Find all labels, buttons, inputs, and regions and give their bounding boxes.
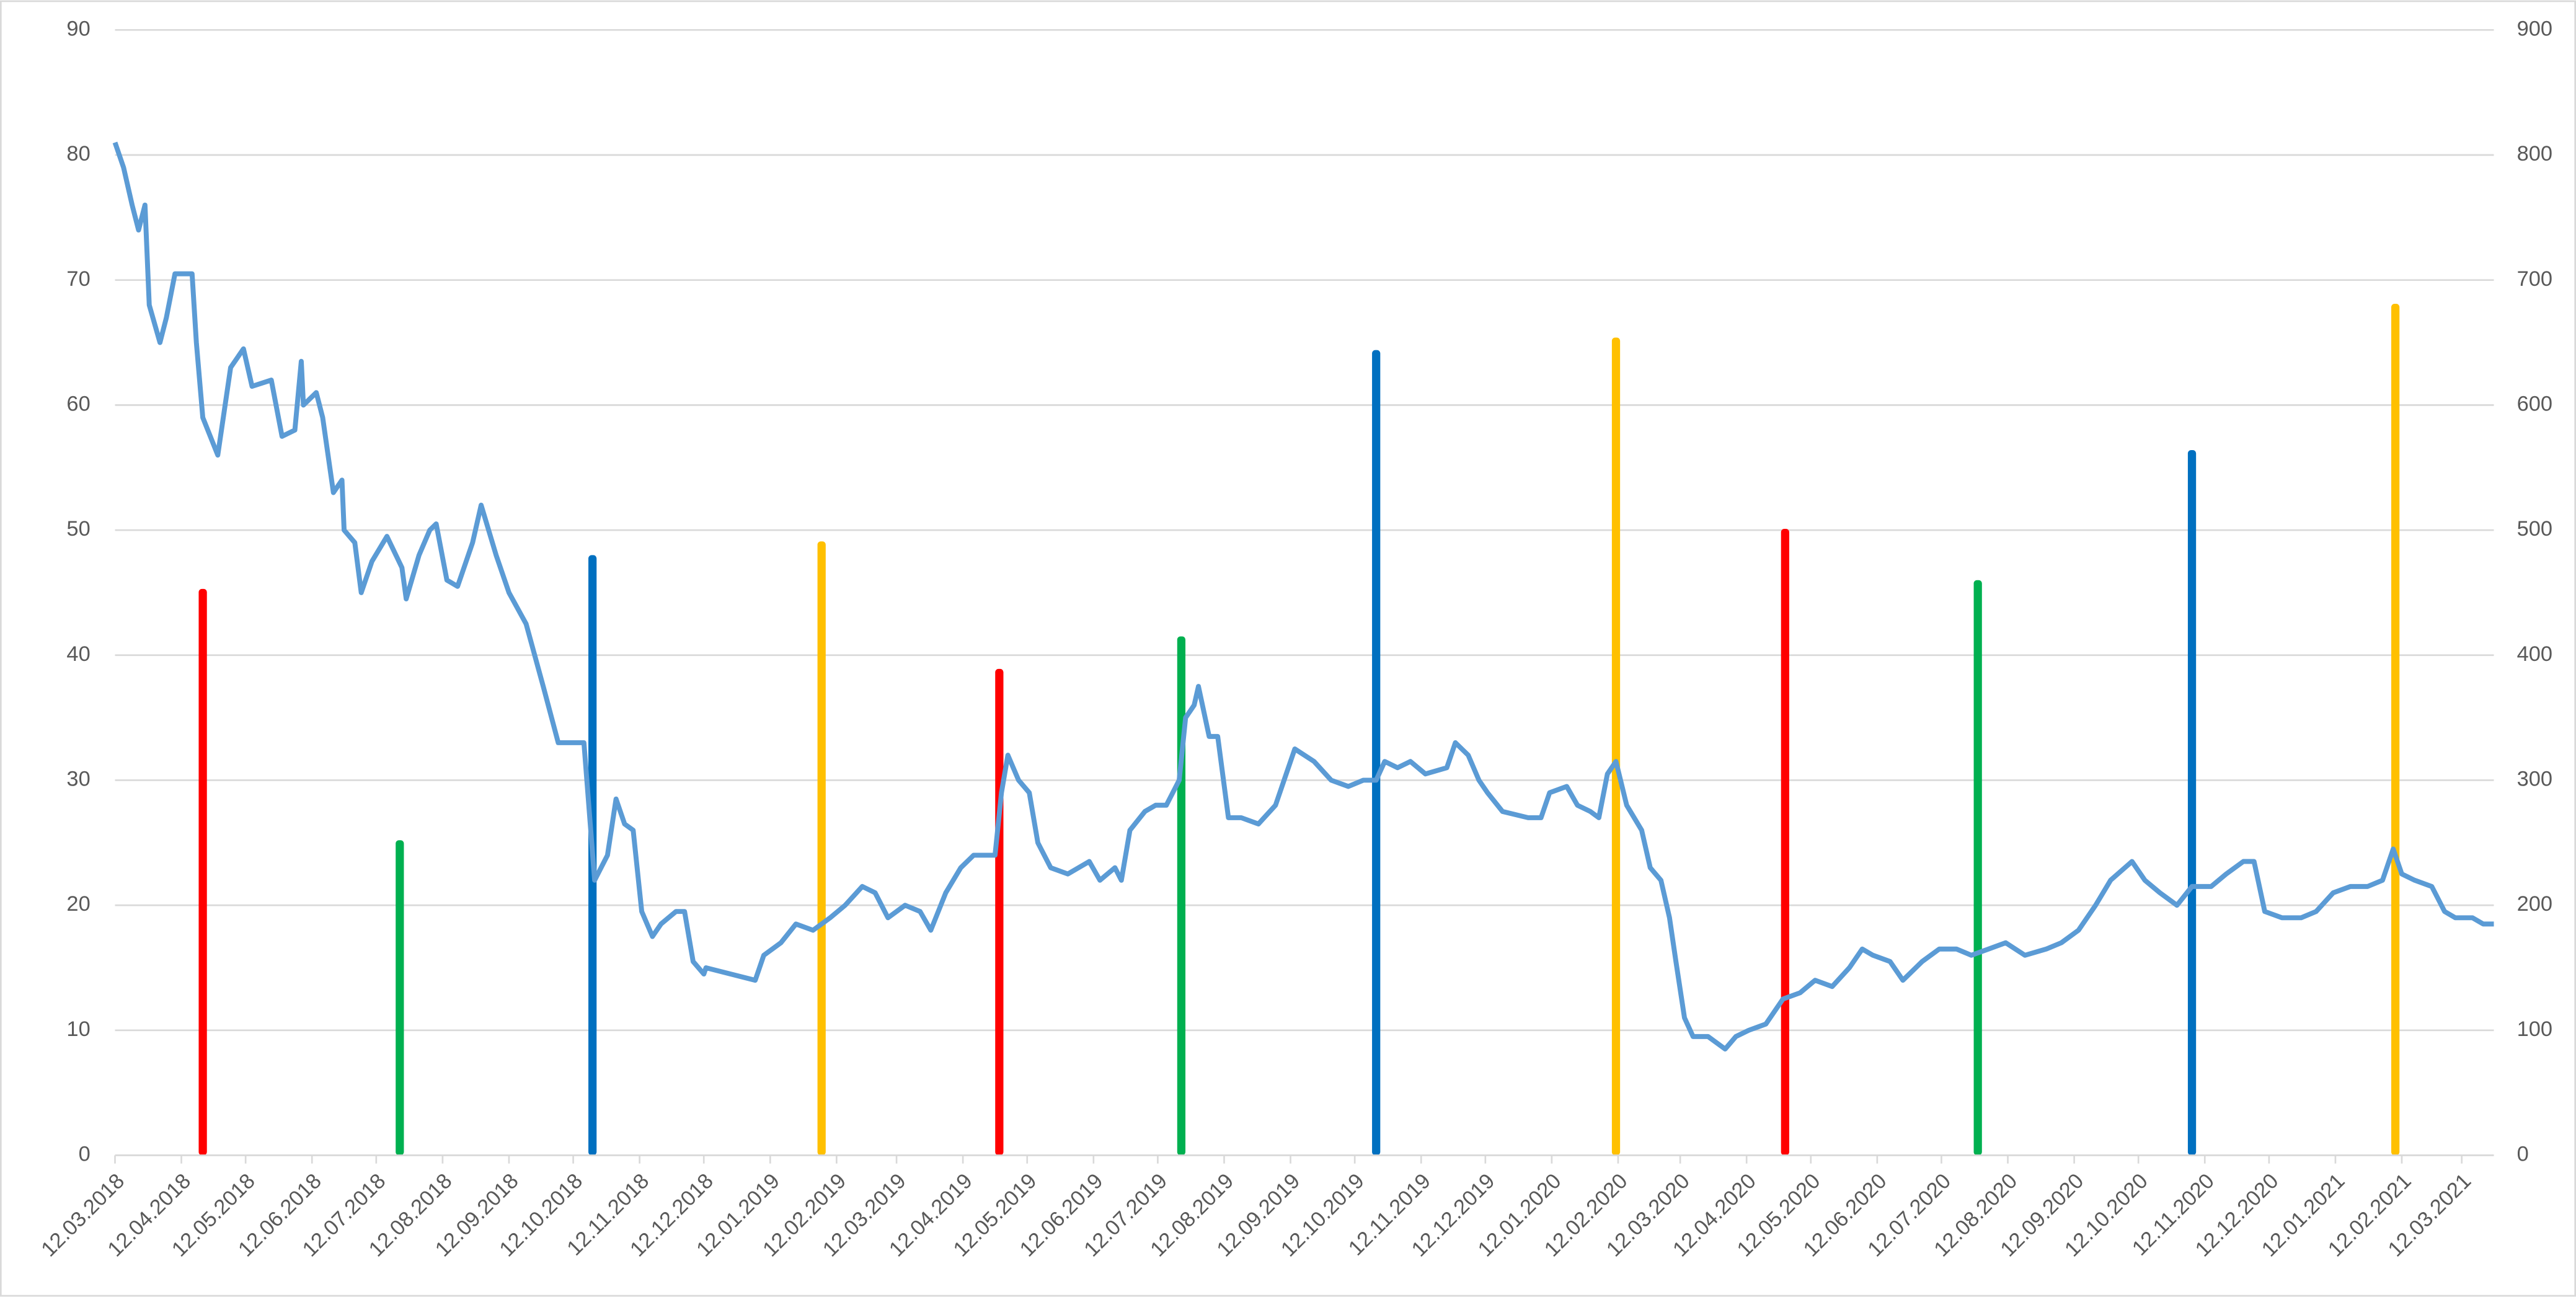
y2-tick-label: 700: [2517, 267, 2552, 291]
y-tick-label: 80: [66, 142, 90, 166]
bar: [1781, 529, 1789, 1156]
bar: [198, 588, 207, 1156]
y2-tick-label: 600: [2517, 392, 2552, 415]
y2-tick-label: 900: [2517, 17, 2552, 40]
y2-tick-label: 400: [2517, 642, 2552, 666]
y-tick-label: 50: [66, 517, 90, 541]
bar: [1177, 636, 1186, 1156]
y2-tick-label: 0: [2517, 1143, 2529, 1166]
bar: [995, 668, 1004, 1156]
y-tick-label: 60: [66, 392, 90, 415]
y2-tick-label: 300: [2517, 768, 2552, 791]
y-tick-label: 10: [66, 1017, 90, 1041]
y2-tick-label: 800: [2517, 142, 2552, 166]
bar: [2391, 304, 2400, 1156]
y-tick-label: 90: [66, 17, 90, 40]
y2-tick-label: 100: [2517, 1017, 2552, 1041]
y-tick-label: 0: [79, 1143, 91, 1166]
bar: [1973, 580, 1982, 1156]
y2-tick-label: 500: [2517, 517, 2552, 541]
bar: [817, 541, 826, 1156]
y2-tick-label: 200: [2517, 892, 2552, 916]
line: [112, 141, 2494, 1052]
y-tick-label: 40: [66, 642, 90, 666]
bar: [1372, 350, 1381, 1156]
bar: [2187, 449, 2197, 1156]
y-tick-label: 20: [66, 892, 90, 916]
y-tick-label: 70: [66, 267, 90, 291]
bar: [396, 840, 404, 1156]
bar: [1611, 337, 1621, 1156]
y-tick-label: 30: [66, 768, 90, 791]
